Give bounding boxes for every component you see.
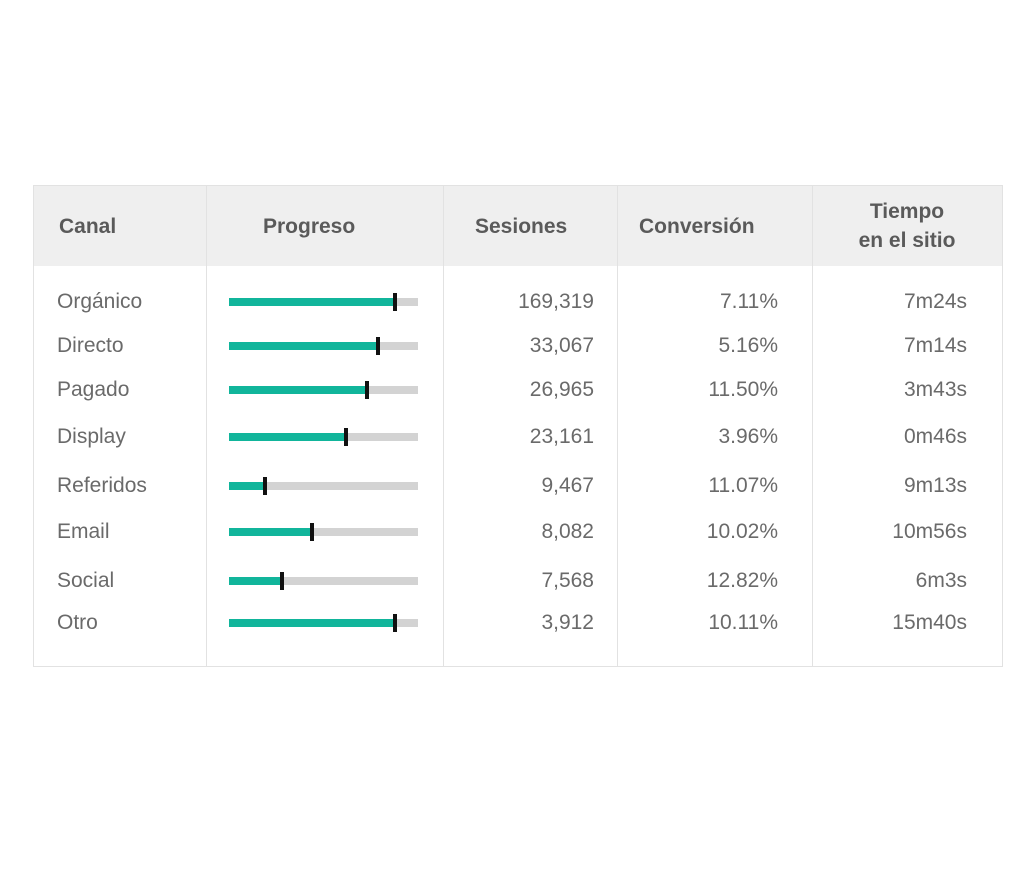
column-divider [812,186,813,666]
progress-bar [229,381,418,399]
table-row: Social 7,568 12.82% 6m3s [34,561,1002,601]
tiempo-cell: 10m56s [892,520,967,543]
header-conversion: Conversión [639,214,755,238]
sesiones-cell: 8,082 [541,520,594,543]
table-row: Referidos 9,467 11.07% 9m13s [34,466,1002,506]
table-header: Canal Progreso Sesiones Conversión Tiemp… [34,186,1002,266]
progress-bar [229,293,418,311]
column-divider [206,186,207,666]
column-divider [443,186,444,666]
column-divider [617,186,618,666]
channel-table: Canal Progreso Sesiones Conversión Tiemp… [33,185,1003,667]
header-progreso: Progreso [263,214,356,238]
table-row: Orgánico 169,319 7.11% 7m24s [34,282,1002,322]
progress-bar [229,614,418,632]
sesiones-cell: 23,161 [529,425,594,448]
conversion-cell: 3.96% [718,425,778,448]
progress-marker [262,477,267,495]
canal-cell: Otro [57,611,98,634]
header-tiempo: Tiempo en el sitio [858,200,956,252]
conversion-cell: 7.11% [720,290,778,313]
progress-bar [229,428,418,446]
tiempo-cell: 0m46s [903,425,967,448]
conversion-cell: 10.11% [708,611,778,634]
sesiones-cell: 9,467 [541,474,594,497]
tiempo-cell: 7m24s [903,290,967,313]
progress-fill [229,386,367,394]
tiempo-cell: 3m43s [903,378,967,401]
table-row: Display 23,161 3.96% 0m46s [34,417,1002,457]
conversion-cell: 11.50% [708,378,778,401]
progress-marker [279,572,284,590]
sesiones-cell: 3,912 [541,611,594,634]
canal-cell: Directo [57,334,124,357]
table-row: Pagado 26,965 11.50% 3m43s [34,370,1002,410]
conversion-cell: 11.07% [708,474,778,497]
tiempo-cell: 15m40s [892,611,967,634]
progress-bar [229,523,418,541]
canal-cell: Social [57,569,115,592]
conversion-cell: 5.16% [718,334,778,357]
progress-bar [229,477,418,495]
progress-fill [229,433,347,441]
progress-fill [229,482,265,490]
table-row: Directo 33,067 5.16% 7m14s [34,326,1002,366]
conversion-cell: 12.82% [706,569,778,592]
progress-bar [229,337,418,355]
progress-marker [393,293,398,311]
progress-fill [229,577,282,585]
canal-cell: Referidos [57,474,147,497]
progress-marker [364,381,369,399]
progress-marker [376,337,381,355]
canal-cell: Display [57,425,126,448]
conversion-cell: 10.02% [706,520,778,543]
header-canal: Canal [59,214,117,238]
canal-cell: Orgánico [57,290,143,313]
tiempo-cell: 6m3s [915,569,967,592]
progress-fill [229,528,313,536]
progress-fill [229,619,396,627]
sesiones-cell: 7,568 [541,569,594,592]
progress-fill [229,298,396,306]
tiempo-cell: 9m13s [903,474,967,497]
table-row: Email 8,082 10.02% 10m56s [34,512,1002,552]
progress-marker [393,614,398,632]
progress-marker [310,523,315,541]
sesiones-cell: 33,067 [529,334,594,357]
sesiones-cell: 26,965 [529,378,594,401]
progress-marker [344,428,349,446]
canal-cell: Email [57,520,110,543]
tiempo-cell: 7m14s [903,334,967,357]
progress-bar [229,572,418,590]
table-row: Otro 3,912 10.11% 15m40s [34,603,1002,643]
header-sesiones: Sesiones [475,214,568,238]
progress-fill [229,342,379,350]
sesiones-cell: 169,319 [518,290,594,313]
canal-cell: Pagado [57,378,130,401]
